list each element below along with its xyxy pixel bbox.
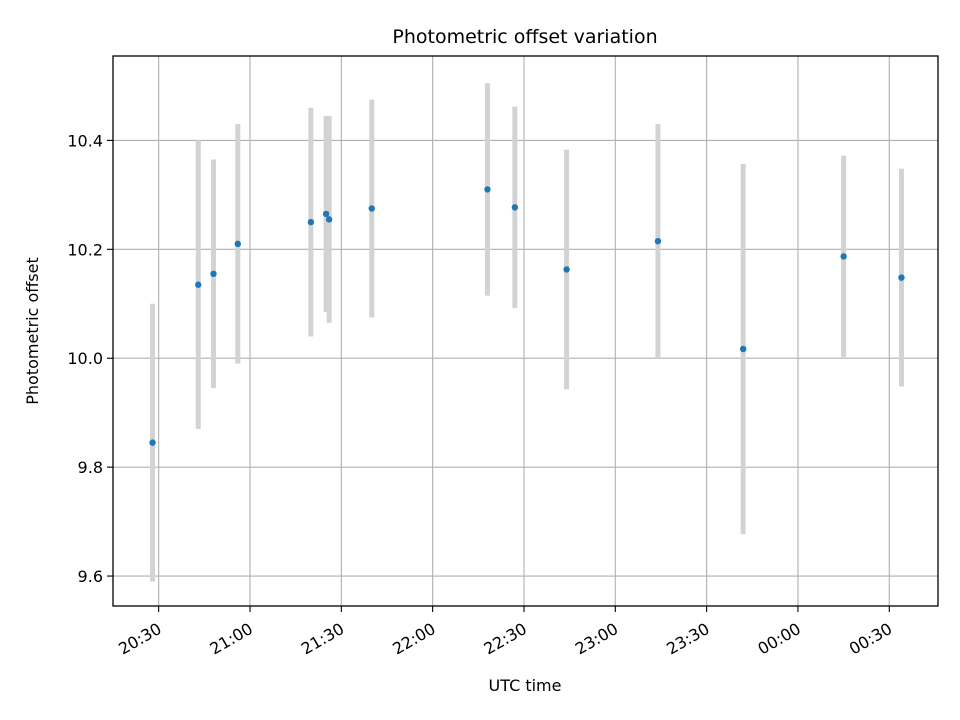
data-point <box>210 270 217 278</box>
data-points <box>149 186 905 446</box>
data-point <box>195 281 202 288</box>
data-point <box>840 253 847 260</box>
y-tick-label: 9.8 <box>78 458 103 477</box>
data-point <box>739 345 747 353</box>
y-axis-label: Photometric offset <box>23 257 42 405</box>
grid <box>113 56 938 606</box>
y-axis-ticks: 9.6 9.8 10.0 10.2 10.4 <box>67 131 113 586</box>
y-tick-label: 10.2 <box>67 240 103 259</box>
y-tick-label: 10.0 <box>67 349 103 368</box>
data-point <box>484 186 491 193</box>
data-point <box>307 218 315 226</box>
data-point <box>322 210 330 218</box>
data-point <box>234 240 242 248</box>
plot-frame <box>112 55 939 607</box>
data-point <box>898 274 905 281</box>
x-axis-label: UTC time <box>489 676 562 695</box>
y-tick-label: 9.6 <box>78 567 103 586</box>
y-tick-label: 10.4 <box>67 131 103 150</box>
data-point <box>511 204 519 211</box>
data-point <box>368 205 375 212</box>
data-point <box>149 439 156 446</box>
data-point <box>654 237 662 245</box>
data-point <box>325 216 333 223</box>
chart-title: Photometric offset variation <box>392 26 657 48</box>
data-point <box>563 266 570 273</box>
